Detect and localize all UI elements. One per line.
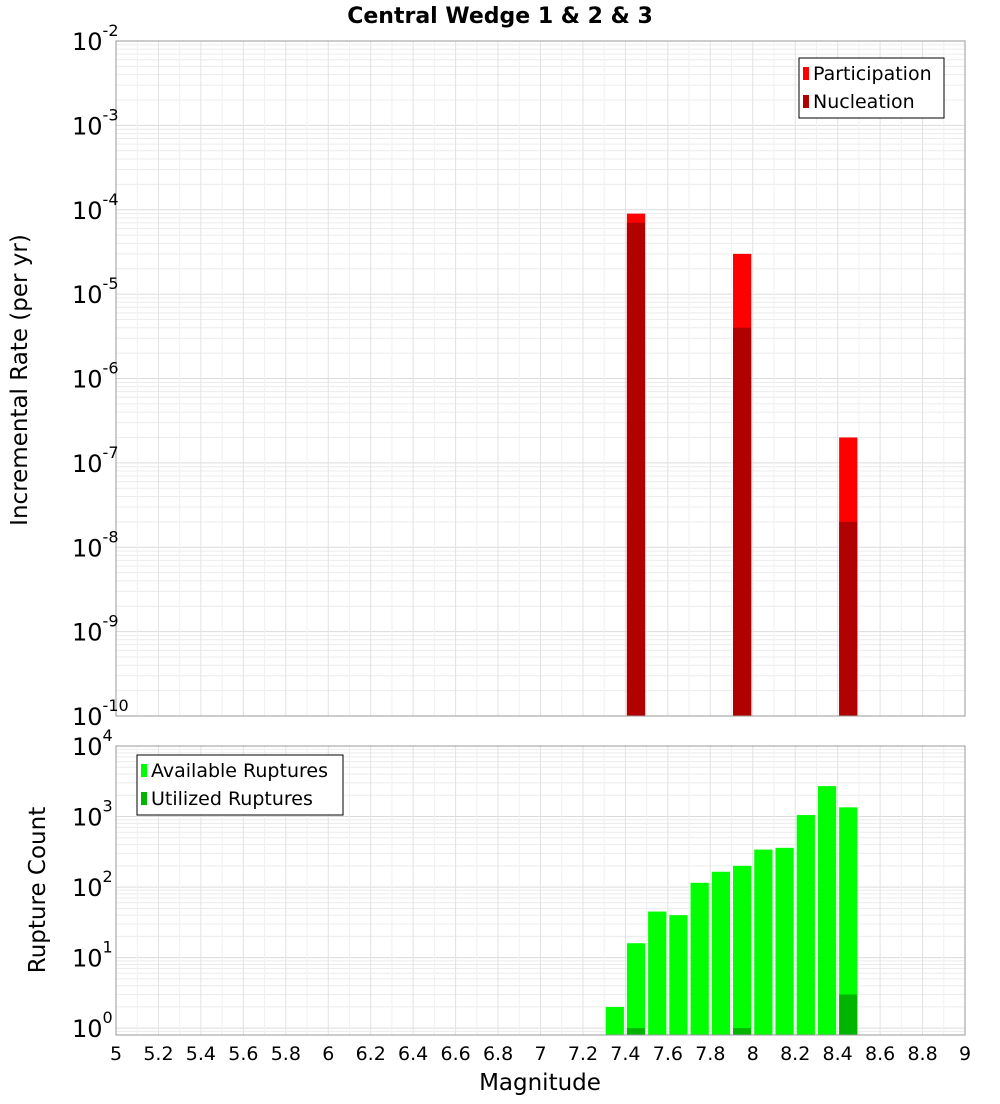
top-y-tick-label: 10-5 [72, 274, 119, 309]
bottom-bar-available-ruptures [605, 1006, 624, 1035]
bottom-x-ticks: 5 5.2 5.4 5.6 5.8 6 6.2 6.4 6.6 6.8 7 7.2 7.4 7.6 7.8 8… [110, 1043, 971, 1065]
bottom-x-tick-label: 8.8 [907, 1043, 937, 1065]
bottom-x-tick-label: 8.2 [780, 1043, 810, 1065]
top-grid [115, 40, 966, 717]
bottom-x-tick-label: 6.2 [356, 1043, 386, 1065]
bottom-bar-available-ruptures [839, 807, 858, 1035]
bottom-bar-available-ruptures [733, 865, 752, 1035]
top-legend-label: Participation [813, 63, 932, 85]
bottom-y-ticks: 100 101 102 103 104 [72, 726, 113, 1043]
bottom-bar-available-ruptures [754, 849, 773, 1035]
bottom-bar-available-ruptures [711, 871, 731, 1035]
top-legend-swatch [803, 95, 809, 108]
top-chart-ylabel: Incremental Rate (per yr) [7, 234, 33, 526]
bottom-legend-swatch [141, 792, 147, 805]
bottom-x-tick-label: 8.6 [865, 1043, 895, 1065]
bottom-y-tick-label: 103 [72, 797, 113, 832]
bottom-y-tick-label: 104 [72, 726, 113, 761]
bottom-x-tick-label: 5.4 [186, 1043, 216, 1065]
bottom-plot-border [115, 745, 966, 1036]
bottom-x-tick-label: 6.6 [440, 1043, 470, 1065]
bottom-x-tick-label: 7 [534, 1043, 546, 1065]
top-plot-area: 10-10 10-9 10-8 10-7 10-6 10-5 10-4 10-3 10-2 Par… [72, 21, 966, 731]
bottom-x-tick-label: 8 [747, 1043, 759, 1065]
bottom-x-tick-label: 7.8 [695, 1043, 725, 1065]
top-legend-box [798, 57, 945, 119]
bottom-x-tick-label: 7.4 [610, 1043, 640, 1065]
top-y-tick-label: 10-8 [72, 527, 119, 562]
bottom-bars [605, 786, 858, 1035]
bottom-legend: Available Ruptures Utilized Ruptures [136, 754, 344, 816]
bottom-x-tick-label: 7.2 [568, 1043, 598, 1065]
bottom-x-tick-label: 5 [110, 1043, 122, 1065]
bottom-x-tick-label: 7.6 [653, 1043, 683, 1065]
top-bar-nucleation [733, 327, 752, 716]
top-y-tick-label: 10-7 [72, 443, 119, 478]
bottom-x-tick-label: 8.4 [823, 1043, 853, 1065]
top-y-tick-label: 10-10 [72, 696, 129, 731]
bottom-x-tick-label: 6.4 [398, 1043, 428, 1065]
top-y-ticks: 10-10 10-9 10-8 10-7 10-6 10-5 10-4 10-3 10-2 [72, 21, 129, 731]
bottom-chart-xlabel: Magnitude [479, 1070, 601, 1096]
bottom-y-tick-label: 100 [72, 1008, 113, 1043]
bottom-y-tick-label: 101 [72, 938, 113, 973]
top-bar-nucleation [626, 222, 646, 716]
bottom-bar-available-ruptures [817, 786, 837, 1035]
bottom-bar-utilized-ruptures [626, 1028, 646, 1035]
bottom-x-tick-label: 9 [959, 1043, 971, 1065]
bottom-x-tick-label: 6.8 [483, 1043, 513, 1065]
top-legend-label: Nucleation [813, 91, 915, 113]
top-y-tick-label: 10-2 [72, 21, 119, 56]
bottom-x-tick-label: 5.2 [143, 1043, 173, 1065]
bottom-bar-available-ruptures [796, 815, 815, 1035]
top-legend: Participation Nucleation [798, 57, 945, 119]
bottom-bar-available-ruptures [669, 915, 688, 1035]
bottom-x-tick-label: 5.6 [228, 1043, 258, 1065]
bottom-bar-available-ruptures [690, 882, 709, 1035]
bottom-bar-available-ruptures [648, 911, 667, 1035]
top-legend-swatch [803, 67, 809, 80]
bottom-legend-label: Available Ruptures [151, 760, 328, 782]
top-y-tick-label: 10-4 [72, 190, 119, 225]
bottom-bar-available-ruptures [775, 847, 794, 1035]
bottom-legend-swatch [141, 764, 147, 777]
bottom-bar-utilized-ruptures [839, 994, 858, 1035]
bottom-x-tick-label: 6 [322, 1043, 334, 1065]
bottom-y-tick-label: 102 [72, 867, 113, 902]
bottom-x-tick-label: 5.8 [271, 1043, 301, 1065]
bottom-legend-label: Utilized Ruptures [151, 788, 313, 810]
bottom-legend-box [136, 754, 344, 816]
bottom-plot-area: 100 101 102 103 104 5 5.2 5.4 5.6 5.8 6 6.2 6.4 6.6 6.… [72, 726, 971, 1065]
bottom-bar-utilized-ruptures [733, 1028, 752, 1035]
bottom-chart-ylabel: Rupture Count [25, 807, 51, 973]
top-y-tick-label: 10-3 [72, 105, 119, 140]
top-y-tick-label: 10-9 [72, 612, 119, 647]
top-chart-title: Central Wedge 1 & 2 & 3 [347, 4, 653, 29]
top-bars [626, 213, 858, 717]
top-plot-border [115, 40, 966, 717]
top-bar-nucleation [839, 521, 858, 716]
bottom-bar-available-ruptures [626, 943, 646, 1035]
top-y-tick-label: 10-6 [72, 359, 119, 394]
